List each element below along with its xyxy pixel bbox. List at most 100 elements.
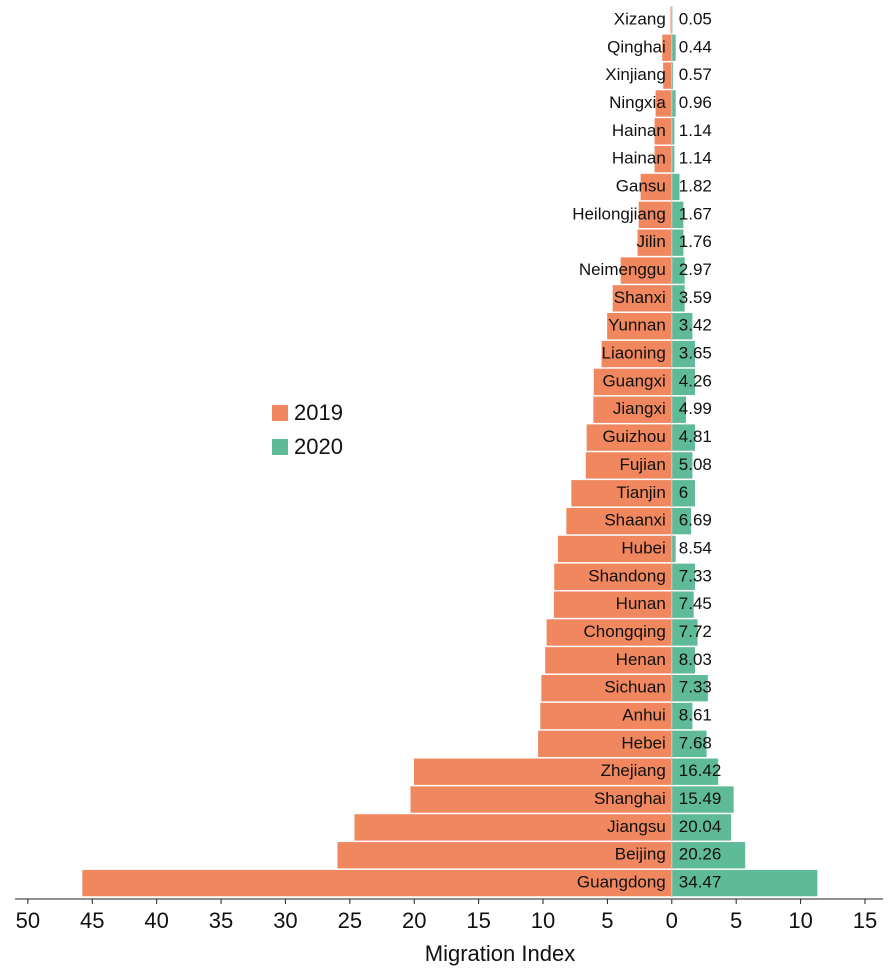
bar <box>607 313 672 340</box>
bar <box>671 814 732 841</box>
bar <box>571 480 672 507</box>
difference-label: 8.03 <box>679 650 712 669</box>
difference-label: 7.33 <box>679 678 712 697</box>
category-label: Shanxi <box>614 288 666 307</box>
bar <box>593 396 672 423</box>
bar <box>638 201 672 228</box>
difference-label: 5.08 <box>679 455 712 474</box>
bar <box>620 257 672 284</box>
category-label: Xinjiang <box>605 65 666 84</box>
difference-label: 20.04 <box>679 817 722 836</box>
difference-label: 6 <box>679 483 688 502</box>
x-tick-label: 30 <box>273 908 297 933</box>
category-label: Jilin <box>636 232 665 251</box>
x-axis-label: Migration Index <box>425 941 575 966</box>
bar <box>671 368 695 396</box>
bar <box>671 90 676 117</box>
category-label: Zhejiang <box>601 761 666 780</box>
category-label: Anhui <box>622 706 665 725</box>
bar <box>654 118 672 145</box>
category-label: Guangxi <box>602 371 665 390</box>
x-tick-label: 15 <box>466 908 490 933</box>
category-label: Heilongjiang <box>572 204 666 223</box>
difference-label: 7.33 <box>679 566 712 585</box>
bar <box>671 675 708 702</box>
bar <box>612 285 672 312</box>
category-label: Shanghai <box>594 789 666 808</box>
category-label: Xizang <box>614 9 666 28</box>
bar <box>671 702 693 730</box>
bar <box>671 396 686 423</box>
difference-label: 4.26 <box>679 371 712 390</box>
bar <box>671 285 685 312</box>
category-label: Tianjin <box>616 483 665 502</box>
legend-swatch <box>272 405 288 421</box>
bar <box>655 90 672 117</box>
category-label: Sichuan <box>604 678 665 697</box>
category-label: Neimenggu <box>579 260 666 279</box>
category-label: Guizhou <box>602 427 665 446</box>
bar <box>662 34 672 61</box>
x-tick-label: 10 <box>788 908 812 933</box>
bar <box>637 229 672 256</box>
x-tick-label: 5 <box>730 908 742 933</box>
bar <box>671 452 693 479</box>
bar <box>671 535 676 563</box>
bar <box>671 313 693 340</box>
difference-label: 1.14 <box>679 121 712 140</box>
bar <box>554 563 672 590</box>
category-label: Jiangxi <box>613 399 666 418</box>
bar <box>670 6 672 34</box>
bar <box>671 869 818 897</box>
bar <box>671 229 684 256</box>
bar <box>557 535 672 563</box>
x-tick-label: 5 <box>601 908 613 933</box>
bar <box>671 145 675 173</box>
bar <box>640 173 672 201</box>
x-tick-label: 10 <box>531 908 555 933</box>
difference-label: 0.44 <box>679 37 712 56</box>
difference-label: 8.54 <box>679 538 712 557</box>
difference-label: 4.99 <box>679 399 712 418</box>
difference-label: 0.57 <box>679 65 712 84</box>
category-label: Beijing <box>615 845 666 864</box>
x-tick-label: 20 <box>402 908 426 933</box>
category-label: Hunan <box>616 594 666 613</box>
bar <box>671 340 695 368</box>
difference-label: 3.65 <box>679 344 712 363</box>
x-tick-label: 45 <box>80 908 104 933</box>
difference-label: 0.05 <box>679 9 712 28</box>
bar <box>585 452 672 479</box>
category-label: Shandong <box>588 566 666 585</box>
category-label: Hainan <box>612 149 666 168</box>
category-label: Ningxia <box>609 93 666 112</box>
bar <box>586 424 672 451</box>
difference-label: 7.72 <box>679 622 712 641</box>
difference-label: 7.68 <box>679 733 712 752</box>
bar <box>553 591 672 618</box>
x-tick-label: 35 <box>209 908 233 933</box>
category-label: Henan <box>616 650 666 669</box>
bar <box>541 675 672 702</box>
bar <box>545 647 672 674</box>
bar <box>354 814 672 841</box>
bar <box>671 480 695 507</box>
bar <box>593 368 672 396</box>
bar <box>671 842 746 869</box>
bar <box>601 340 672 368</box>
difference-label: 1.76 <box>679 232 712 251</box>
category-label: Hebei <box>621 733 665 752</box>
bar <box>410 786 672 813</box>
bar <box>663 62 672 89</box>
bar <box>671 591 694 618</box>
bar <box>671 257 685 284</box>
bar <box>82 869 672 897</box>
difference-label: 1.82 <box>679 176 712 195</box>
difference-label: 20.26 <box>679 845 722 864</box>
bar <box>413 758 672 785</box>
bar <box>671 173 680 201</box>
bar <box>566 507 672 535</box>
difference-label: 3.42 <box>679 316 712 335</box>
difference-label: 34.47 <box>679 873 722 892</box>
